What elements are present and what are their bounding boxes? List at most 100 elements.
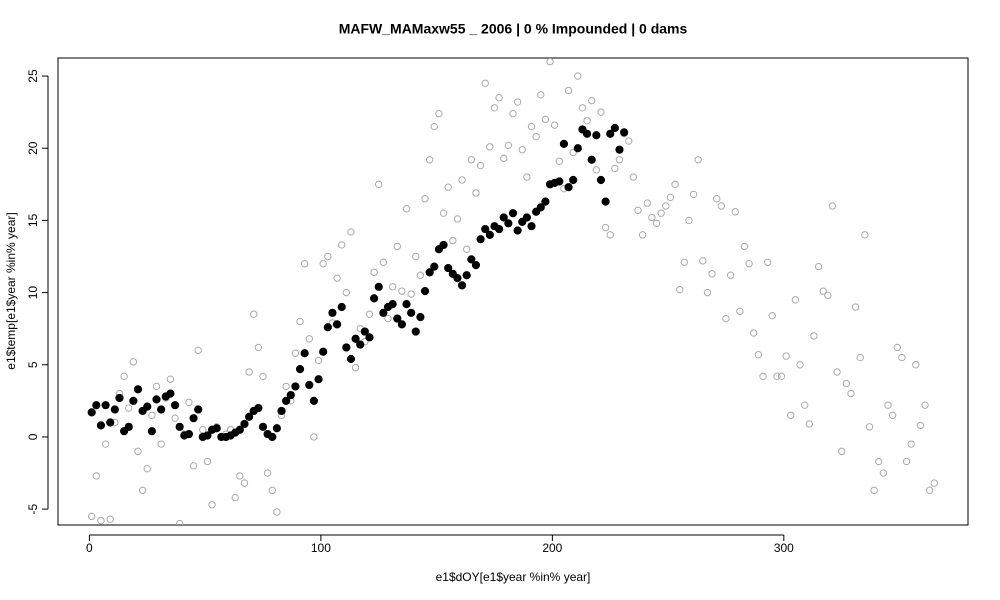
point (212, 424, 221, 433)
point (379, 258, 388, 266)
point (338, 241, 346, 249)
point (726, 271, 735, 279)
y-tick-label: 10 (26, 286, 40, 300)
point (652, 219, 661, 227)
point (333, 274, 341, 282)
point (120, 372, 128, 381)
point (416, 271, 425, 279)
point (240, 419, 249, 429)
point (513, 98, 522, 106)
point (398, 287, 406, 295)
point (106, 515, 114, 523)
point (92, 472, 101, 480)
point (527, 222, 536, 231)
point (523, 173, 531, 181)
point (870, 486, 878, 495)
point (717, 202, 726, 210)
point (291, 382, 300, 391)
point (564, 183, 573, 192)
point (763, 258, 772, 266)
point (569, 175, 578, 185)
point (504, 141, 513, 150)
point (110, 405, 119, 414)
point (194, 405, 203, 414)
point (486, 143, 494, 151)
point (342, 288, 351, 297)
point (189, 414, 198, 423)
point (453, 215, 462, 223)
chart-title: MAFW_MAMaxw55 _ 2006 | 0 % Impounded | 0… (339, 21, 688, 37)
point (305, 380, 314, 390)
point (388, 300, 397, 309)
point (457, 281, 467, 290)
point (194, 346, 202, 355)
point (504, 219, 513, 228)
point (96, 421, 106, 430)
point (912, 361, 920, 369)
point (92, 401, 101, 410)
point (541, 115, 550, 124)
point (582, 129, 592, 138)
point (495, 93, 503, 102)
point (430, 262, 439, 271)
point (555, 177, 564, 186)
point (601, 223, 610, 232)
point (166, 375, 175, 383)
point (439, 209, 448, 217)
point (175, 519, 184, 525)
point (259, 372, 267, 381)
point (509, 109, 517, 118)
point (500, 154, 508, 163)
point (740, 242, 749, 251)
point (124, 422, 133, 431)
point (133, 385, 143, 394)
point (875, 457, 883, 466)
point (463, 245, 471, 253)
point (393, 242, 401, 251)
point (574, 72, 582, 80)
point (745, 260, 753, 268)
point (532, 132, 540, 141)
point (453, 274, 462, 283)
point (106, 418, 115, 427)
point (671, 180, 679, 189)
point (346, 354, 356, 364)
point (485, 230, 494, 239)
point (384, 314, 392, 323)
point (245, 412, 254, 421)
point (407, 308, 416, 317)
point (518, 145, 526, 154)
point (893, 343, 901, 352)
point (930, 479, 938, 487)
point (171, 414, 179, 422)
point (662, 202, 670, 210)
point (629, 173, 638, 181)
point (129, 396, 138, 405)
point (569, 148, 577, 157)
point (791, 296, 800, 304)
point (250, 310, 258, 318)
point (907, 440, 915, 448)
point (245, 368, 253, 376)
point (286, 390, 295, 400)
point (694, 156, 702, 164)
point (115, 393, 124, 403)
point (643, 199, 651, 207)
point (101, 440, 110, 448)
point (787, 411, 795, 419)
point (536, 203, 545, 212)
point (884, 401, 892, 409)
point (411, 327, 420, 336)
point (508, 209, 518, 218)
point (916, 421, 925, 430)
point (699, 257, 707, 265)
point (184, 429, 194, 439)
point (467, 156, 476, 164)
point (310, 433, 318, 441)
point (597, 108, 605, 116)
y-tick-label: 15 (26, 213, 40, 227)
point (495, 224, 504, 234)
point (588, 96, 596, 105)
point (263, 469, 272, 477)
point (777, 372, 786, 381)
